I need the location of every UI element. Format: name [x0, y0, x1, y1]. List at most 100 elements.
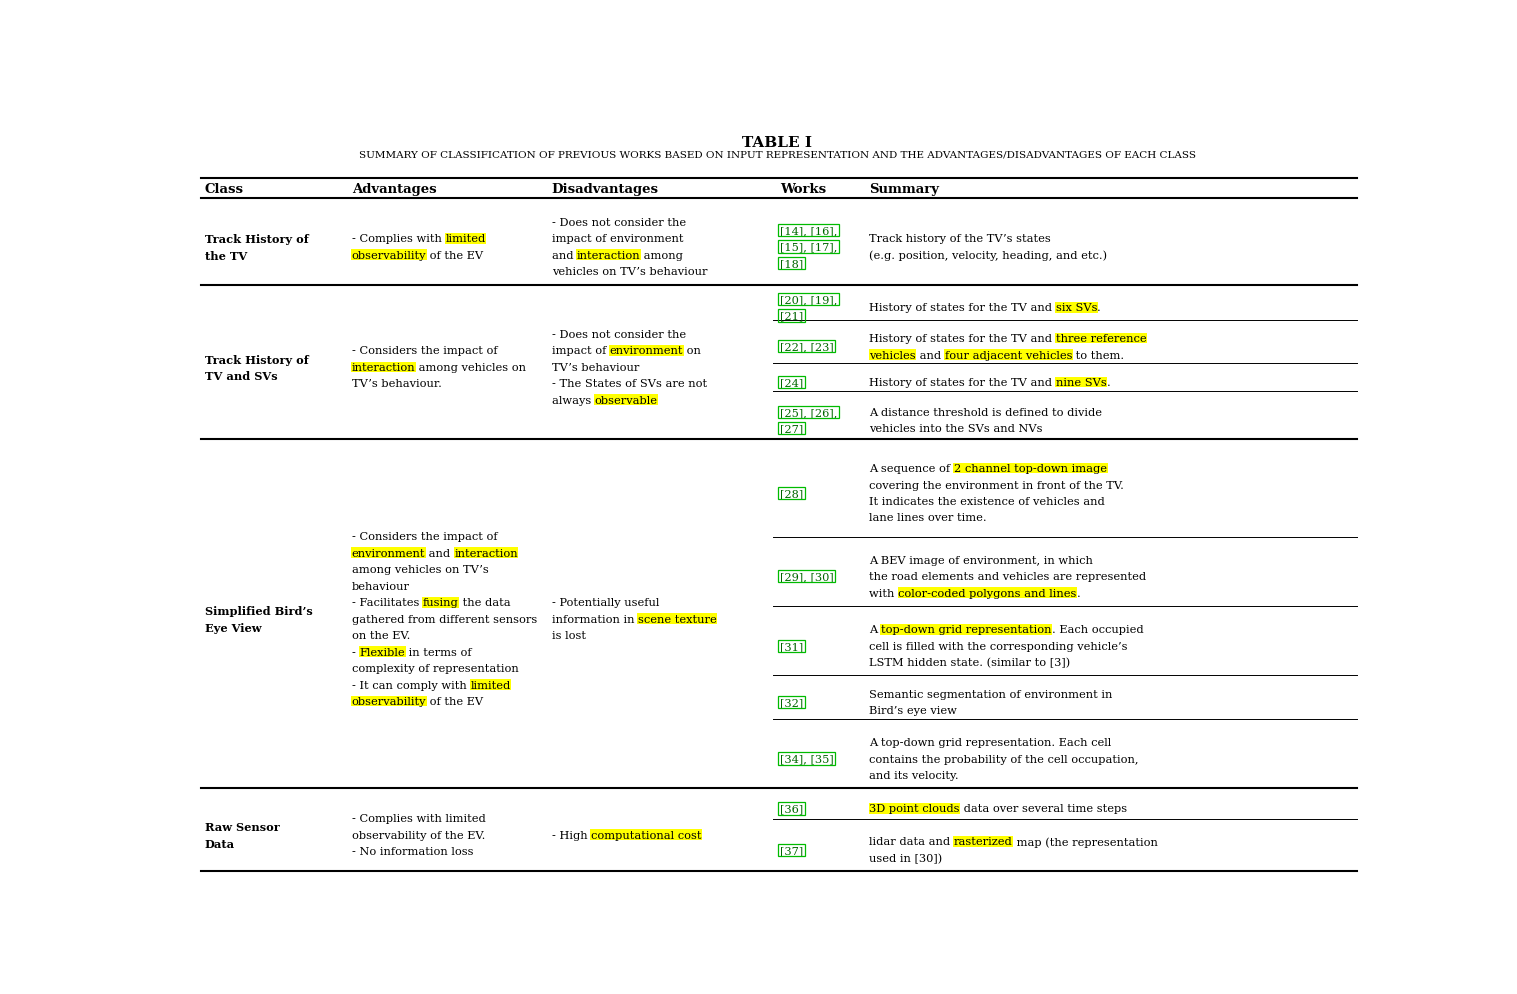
Text: of the EV: of the EV	[426, 696, 484, 707]
Text: cell is filled with the corresponding vehicle’s: cell is filled with the corresponding ve…	[869, 641, 1127, 651]
Text: [36]: [36]	[780, 804, 802, 814]
Text: TABLE I: TABLE I	[742, 136, 813, 150]
Text: the road elements and vehicles are represented: the road elements and vehicles are repre…	[869, 572, 1147, 581]
FancyBboxPatch shape	[444, 234, 487, 245]
Text: and: and	[425, 548, 454, 559]
FancyBboxPatch shape	[576, 250, 642, 260]
Text: Disadvantages: Disadvantages	[552, 183, 658, 196]
Text: It indicates the existence of vehicles and: It indicates the existence of vehicles a…	[869, 496, 1104, 507]
Text: .: .	[1077, 588, 1080, 598]
Text: - Does not consider the: - Does not consider the	[552, 330, 686, 340]
Text: computational cost: computational cost	[592, 830, 701, 840]
Text: [28]: [28]	[780, 488, 802, 498]
Text: the TV: the TV	[205, 250, 247, 261]
Text: complexity of representation: complexity of representation	[352, 663, 519, 673]
Text: History of states for the TV and: History of states for the TV and	[869, 303, 1056, 313]
Text: lane lines over time.: lane lines over time.	[869, 513, 986, 523]
Text: four adjacent vehicles: four adjacent vehicles	[945, 350, 1073, 360]
Text: with: with	[869, 588, 898, 598]
Text: on: on	[683, 346, 701, 356]
Text: is lost: is lost	[552, 630, 586, 640]
Text: and: and	[916, 350, 945, 360]
Text: among vehicles on: among vehicles on	[416, 363, 526, 373]
Text: the data: the data	[458, 597, 510, 607]
Text: A BEV image of environment, in which: A BEV image of environment, in which	[869, 556, 1094, 566]
Text: [32]: [32]	[780, 698, 802, 708]
Text: Track History of: Track History of	[205, 354, 308, 366]
Text: - Considers the impact of: - Considers the impact of	[352, 346, 498, 356]
Text: - It can comply with: - It can comply with	[352, 680, 470, 690]
FancyBboxPatch shape	[610, 346, 684, 357]
Text: A sequence of: A sequence of	[869, 463, 954, 473]
Text: LSTM hidden state. (similar to [3]): LSTM hidden state. (similar to [3])	[869, 658, 1071, 668]
Text: - The States of SVs are not: - The States of SVs are not	[552, 379, 707, 389]
FancyBboxPatch shape	[953, 836, 1013, 847]
Text: - Facilitates: - Facilitates	[352, 597, 423, 607]
FancyBboxPatch shape	[637, 613, 718, 624]
Text: map (the representation: map (the representation	[1013, 837, 1157, 847]
Text: [20], [19],: [20], [19],	[780, 294, 837, 305]
Text: three reference: three reference	[1056, 334, 1147, 344]
Text: environment: environment	[352, 548, 425, 559]
Text: [34], [35]: [34], [35]	[780, 753, 833, 763]
Text: interaction: interaction	[454, 548, 517, 559]
Text: Advantages: Advantages	[352, 183, 437, 196]
Text: impact of: impact of	[552, 346, 610, 356]
Text: - Does not consider the: - Does not consider the	[552, 218, 686, 228]
FancyBboxPatch shape	[422, 597, 460, 608]
Text: TV’s behaviour.: TV’s behaviour.	[352, 379, 441, 389]
Text: 3D point clouds: 3D point clouds	[869, 804, 960, 814]
Text: top-down grid representation: top-down grid representation	[881, 624, 1051, 634]
Text: - High: - High	[552, 830, 592, 840]
FancyBboxPatch shape	[454, 548, 519, 559]
Text: on the EV.: on the EV.	[352, 630, 410, 640]
Text: Semantic segmentation of environment in: Semantic segmentation of environment in	[869, 689, 1112, 699]
Text: Flexible: Flexible	[360, 647, 405, 657]
Text: information in: information in	[552, 614, 637, 624]
Text: Works: Works	[780, 183, 825, 196]
Text: lidar data and: lidar data and	[869, 837, 954, 847]
FancyBboxPatch shape	[869, 350, 916, 361]
Text: Summary: Summary	[869, 183, 939, 196]
Text: TV’s behaviour: TV’s behaviour	[552, 363, 639, 373]
Text: - No information loss: - No information loss	[352, 846, 473, 856]
Text: behaviour: behaviour	[352, 581, 410, 591]
Text: [24]: [24]	[780, 378, 802, 388]
Text: Data: Data	[205, 838, 235, 849]
Text: in terms of: in terms of	[405, 647, 472, 657]
Text: data over several time steps: data over several time steps	[960, 804, 1127, 814]
Text: History of states for the TV and: History of states for the TV and	[869, 378, 1056, 388]
Text: [25], [26],: [25], [26],	[780, 408, 837, 417]
Text: observable: observable	[595, 396, 657, 406]
Text: used in [30]): used in [30])	[869, 853, 942, 864]
Text: scene texture: scene texture	[637, 614, 716, 624]
Text: color-coded polygons and lines: color-coded polygons and lines	[898, 588, 1077, 598]
Text: - Potentially useful: - Potentially useful	[552, 597, 658, 607]
Text: [18]: [18]	[780, 258, 802, 268]
Text: Raw Sensor: Raw Sensor	[205, 821, 279, 832]
Text: Eye View: Eye View	[205, 622, 261, 633]
Text: 2 channel top-down image: 2 channel top-down image	[954, 463, 1107, 473]
Text: observability: observability	[352, 250, 426, 260]
Text: History of states for the TV and: History of states for the TV and	[869, 334, 1056, 344]
Text: [15], [17],: [15], [17],	[780, 243, 837, 252]
Text: and its velocity.: and its velocity.	[869, 770, 959, 780]
FancyBboxPatch shape	[944, 350, 1073, 361]
Text: gathered from different sensors: gathered from different sensors	[352, 614, 537, 624]
Text: observability of the EV.: observability of the EV.	[352, 830, 485, 840]
Text: .: .	[1106, 378, 1110, 388]
Text: A: A	[869, 624, 881, 634]
Text: of the EV: of the EV	[426, 250, 484, 260]
FancyBboxPatch shape	[1056, 333, 1147, 344]
FancyBboxPatch shape	[590, 829, 702, 840]
FancyBboxPatch shape	[470, 680, 511, 690]
Text: Class: Class	[205, 183, 244, 196]
Text: covering the environment in front of the TV.: covering the environment in front of the…	[869, 480, 1124, 490]
FancyBboxPatch shape	[352, 362, 416, 373]
FancyBboxPatch shape	[352, 548, 426, 559]
Text: [14], [16],: [14], [16],	[780, 226, 837, 236]
Text: interaction: interaction	[576, 250, 640, 260]
Text: [27]: [27]	[780, 423, 802, 433]
Text: rasterized: rasterized	[954, 837, 1013, 847]
FancyBboxPatch shape	[953, 463, 1107, 474]
